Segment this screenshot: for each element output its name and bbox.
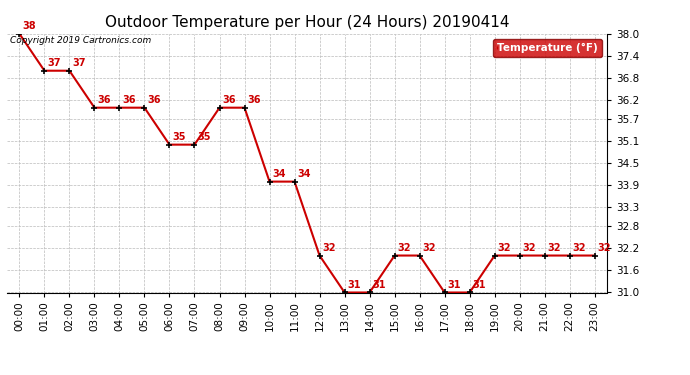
Text: 34: 34 <box>273 169 286 179</box>
Title: Outdoor Temperature per Hour (24 Hours) 20190414: Outdoor Temperature per Hour (24 Hours) … <box>105 15 509 30</box>
Text: 36: 36 <box>247 95 261 105</box>
Text: 32: 32 <box>573 243 586 253</box>
Text: 32: 32 <box>547 243 561 253</box>
Text: 34: 34 <box>297 169 310 179</box>
Text: 32: 32 <box>322 243 336 253</box>
Text: 36: 36 <box>147 95 161 105</box>
Legend: Temperature (°F): Temperature (°F) <box>493 39 602 57</box>
Text: 31: 31 <box>373 280 386 290</box>
Text: 31: 31 <box>473 280 486 290</box>
Text: 35: 35 <box>172 132 186 142</box>
Text: 32: 32 <box>397 243 411 253</box>
Text: 36: 36 <box>122 95 136 105</box>
Text: 32: 32 <box>422 243 436 253</box>
Text: 31: 31 <box>447 280 461 290</box>
Text: 36: 36 <box>97 95 110 105</box>
Text: 37: 37 <box>47 58 61 68</box>
Text: 37: 37 <box>72 58 86 68</box>
Text: 31: 31 <box>347 280 361 290</box>
Text: 32: 32 <box>598 243 611 253</box>
Text: 38: 38 <box>22 21 36 31</box>
Text: 36: 36 <box>222 95 236 105</box>
Text: Copyright 2019 Cartronics.com: Copyright 2019 Cartronics.com <box>10 36 151 45</box>
Text: 32: 32 <box>497 243 511 253</box>
Text: 32: 32 <box>522 243 536 253</box>
Text: 35: 35 <box>197 132 210 142</box>
